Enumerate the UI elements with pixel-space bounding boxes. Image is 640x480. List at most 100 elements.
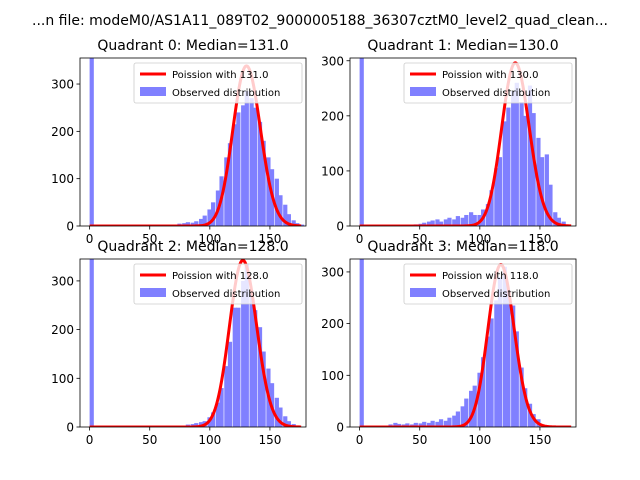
- histogram-bar: [89, 58, 94, 226]
- panels: 0 50 100 150 0 100 200 300 Quadrant 0: Median=13…: [51, 38, 577, 447]
- x-tick-label: 50: [412, 232, 427, 246]
- histogram-bar: [278, 195, 283, 226]
- x-tick-label: 100: [468, 232, 491, 246]
- x-tick-label: 0: [86, 232, 94, 246]
- legend-bar-swatch: [140, 288, 166, 297]
- histogram-bar: [253, 310, 258, 427]
- y-tick-label: 0: [66, 220, 74, 234]
- histogram-bar: [485, 336, 491, 427]
- histogram-bar: [472, 214, 477, 226]
- histogram-bar: [511, 305, 516, 427]
- histogram-bar: [435, 219, 440, 226]
- histogram-bar: [185, 222, 190, 226]
- legend-label-poisson: Poission with 130.0: [442, 70, 538, 81]
- histogram-bar: [561, 221, 566, 226]
- axes-frame: [349, 258, 577, 428]
- y-tick-label: 300: [321, 265, 344, 279]
- plot-area: [358, 58, 573, 226]
- histogram-bar: [227, 143, 233, 226]
- x-tick-label: 0: [356, 433, 364, 447]
- y-tick-label: 200: [321, 109, 344, 123]
- histogram-bar: [253, 107, 258, 226]
- histogram-bar: [452, 415, 457, 427]
- histogram-bar: [405, 423, 410, 427]
- histogram-bar: [519, 367, 524, 427]
- histogram-bar: [413, 422, 418, 427]
- histogram-bar: [202, 215, 207, 226]
- histogram-bar: [506, 290, 511, 427]
- histogram-bar: [215, 402, 221, 427]
- y-tick-label: 100: [321, 369, 344, 383]
- histogram-bar: [266, 157, 271, 226]
- histogram-bar: [283, 416, 288, 427]
- x-tick-label: 50: [412, 433, 427, 447]
- histogram-bar: [502, 266, 507, 427]
- histogram-bar: [286, 214, 291, 226]
- histogram-bar: [514, 82, 519, 226]
- histogram-bar: [494, 300, 499, 427]
- histogram-bar: [527, 403, 533, 427]
- histogram-bar: [430, 420, 435, 427]
- histogram-bar: [447, 417, 452, 427]
- histogram-bar: [257, 121, 263, 226]
- histogram-bar: [443, 420, 448, 427]
- legend-label-observed: Observed distribution: [442, 289, 550, 300]
- x-tick-label: 50: [142, 232, 157, 246]
- histogram-bar: [443, 219, 448, 226]
- histogram-bar: [477, 372, 482, 427]
- histogram-bar: [519, 102, 524, 226]
- histogram-bar: [481, 357, 486, 427]
- histogram-bar: [497, 277, 503, 427]
- histogram-bar: [464, 398, 469, 427]
- histogram-bar: [539, 157, 545, 226]
- histogram-bar: [211, 412, 216, 427]
- histogram-bar: [523, 388, 528, 427]
- plot-area: [358, 259, 573, 427]
- legend-bar-swatch: [410, 288, 436, 297]
- histogram-bar: [393, 422, 398, 427]
- histogram-bar: [257, 327, 263, 427]
- histogram-bar: [299, 224, 305, 226]
- histogram-bar: [232, 307, 237, 427]
- quadrant-1-chart: 0 50 100 150 0 100 200 300 Quadrant 1: Median=13…: [321, 38, 577, 246]
- histogram-bar: [244, 263, 249, 427]
- poisson-curve: [358, 263, 573, 427]
- legend-bar-swatch: [140, 87, 166, 96]
- y-tick-label: 200: [51, 323, 74, 337]
- histogram-bar: [219, 388, 224, 427]
- x-tick-label: 0: [86, 433, 94, 447]
- subplot-title: Quadrant 2: Median=128.0: [97, 239, 288, 255]
- histogram-bar: [489, 318, 494, 427]
- histogram-bar: [291, 220, 296, 226]
- histogram-bar: [506, 107, 511, 226]
- histogram-bar: [249, 98, 254, 226]
- legend: Poission with 130.0 Observed distribution: [403, 62, 573, 104]
- histogram-bar: [241, 105, 246, 226]
- x-tick-label: 150: [258, 433, 281, 447]
- histogram-bar: [227, 341, 233, 427]
- x-tick-label: 100: [198, 232, 221, 246]
- histogram-bar: [430, 220, 435, 226]
- y-tick-label: 100: [321, 164, 344, 178]
- histogram-bar: [261, 140, 266, 226]
- legend-label-poisson: Poission with 131.0: [172, 70, 268, 81]
- histogram-bar: [236, 307, 241, 427]
- histogram-bar: [469, 212, 474, 226]
- quadrant-3-chart: 0 50 100 150 0 100 200 300 Quadrant 3: Median=11…: [321, 239, 577, 447]
- histogram-bar: [489, 190, 494, 226]
- legend-label-poisson: Poission with 118.0: [442, 271, 538, 282]
- plot-area: [88, 58, 305, 226]
- legend: Poission with 131.0 Observed distribution: [133, 62, 303, 104]
- legend-box: [403, 263, 573, 305]
- x-tick-label: 150: [258, 232, 281, 246]
- y-tick-label: 0: [336, 421, 344, 435]
- y-tick-label: 300: [321, 54, 344, 68]
- histogram-bar: [236, 112, 241, 226]
- histogram-bar: [194, 221, 199, 226]
- histogram-bar: [502, 121, 507, 226]
- histogram-bar: [274, 397, 279, 427]
- axes-frame: [79, 258, 307, 428]
- figure-suptitle: ...n file: modeM0/AS1A11_089T02_90000051…: [32, 13, 608, 29]
- x-tick-label: 150: [528, 433, 551, 447]
- histogram-bar: [278, 407, 283, 427]
